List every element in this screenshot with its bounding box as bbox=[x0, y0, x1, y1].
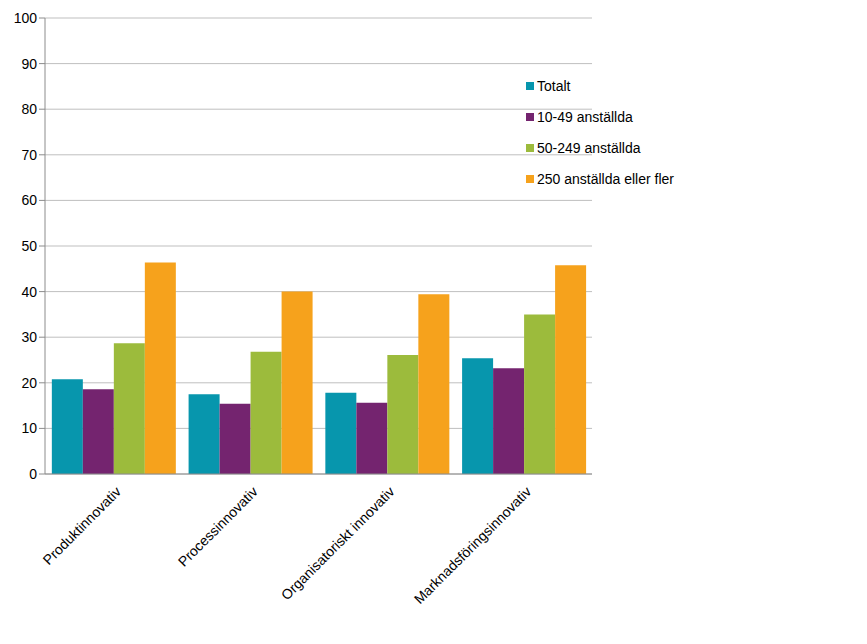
svg-text:90: 90 bbox=[21, 56, 37, 72]
html-text:10-49 anställda: 10-49 anställda bbox=[537, 108, 633, 125]
svg-text:Processinnovativ: Processinnovativ bbox=[175, 483, 261, 569]
svg-text:60: 60 bbox=[21, 192, 37, 208]
svg-text:Organisatoriskt innovativ: Organisatoriskt innovativ bbox=[278, 483, 398, 603]
svg-text:50: 50 bbox=[21, 238, 37, 254]
svg-text:30: 30 bbox=[21, 329, 37, 345]
svg-text:80: 80 bbox=[21, 101, 37, 117]
svg-text:10: 10 bbox=[21, 420, 37, 436]
svg-text:20: 20 bbox=[21, 375, 37, 391]
html-text:Totalt: Totalt bbox=[537, 77, 571, 94]
svg-text:70: 70 bbox=[21, 147, 37, 163]
svg-text:0: 0 bbox=[29, 466, 37, 482]
svg-text:100: 100 bbox=[14, 10, 38, 26]
html-text:250 anställda eller fler: 250 anställda eller fler bbox=[537, 170, 674, 187]
html-text:50-249 anställda: 50-249 anställda bbox=[537, 139, 641, 156]
svg-text:Marknadsföringsinnovativ: Marknadsföringsinnovativ bbox=[411, 483, 535, 607]
svg-text:40: 40 bbox=[21, 284, 37, 300]
svg-text:Produktinnovativ: Produktinnovativ bbox=[40, 483, 125, 568]
